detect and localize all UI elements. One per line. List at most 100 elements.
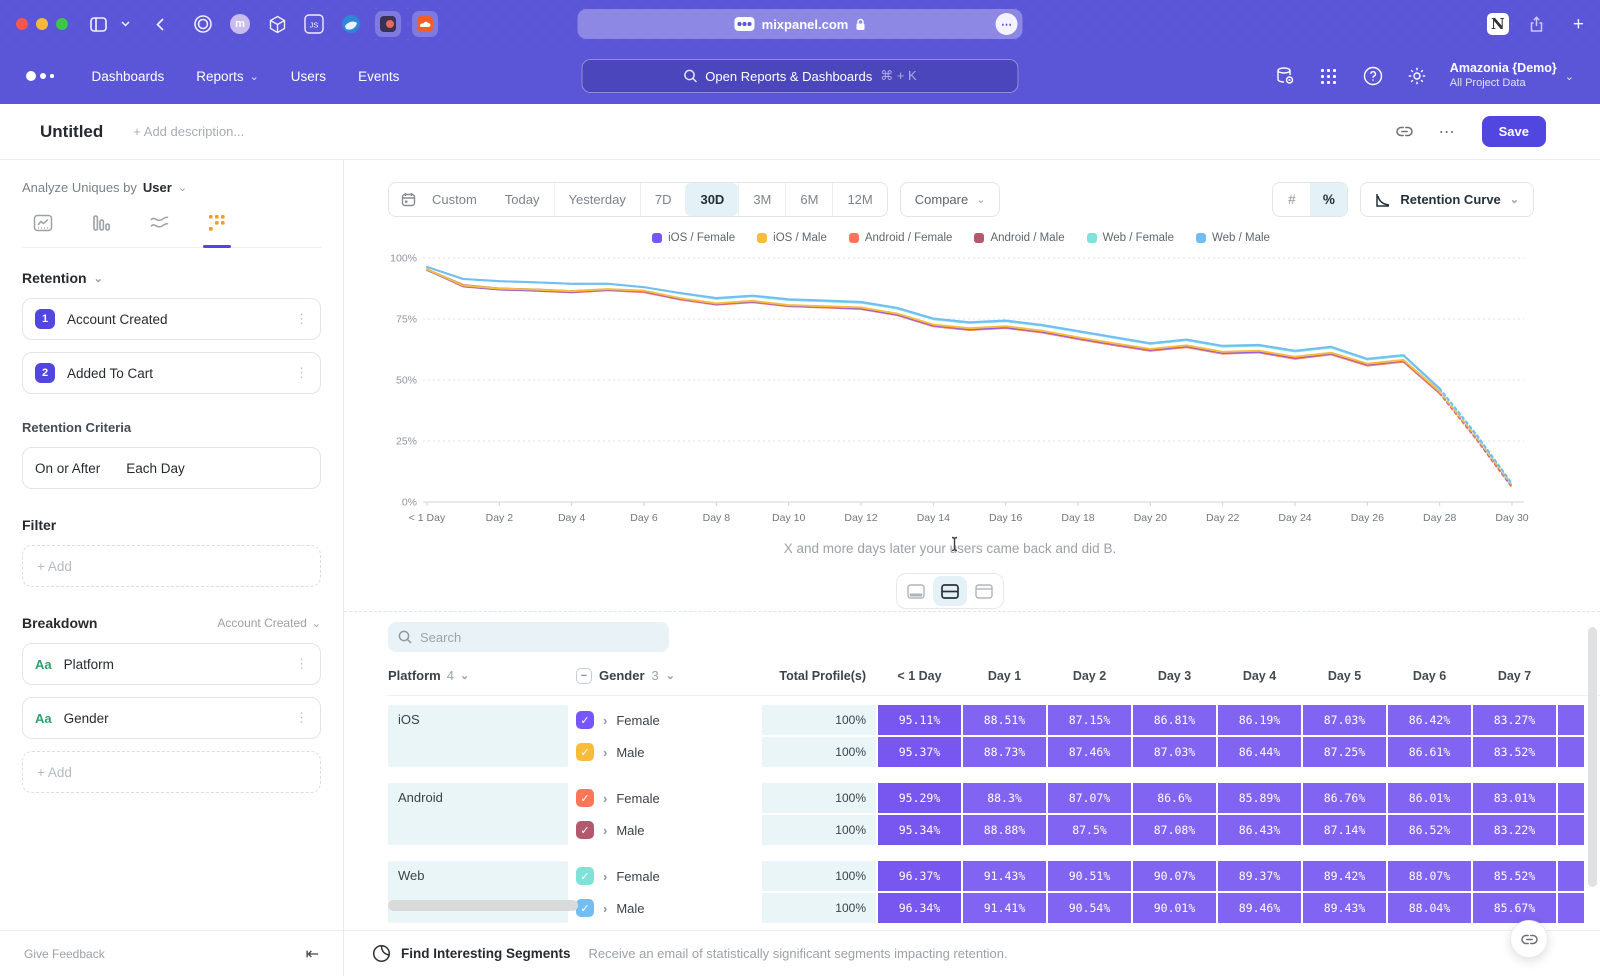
checkbox-checked-icon[interactable]: ✓	[576, 711, 594, 729]
retention-chart[interactable]: 100% 75% 50% 25% 0% < 1 Day Day 2 Day 4 Day 6 Day…	[388, 248, 1533, 530]
chevron-right-icon[interactable]: ›	[603, 900, 608, 916]
account-switcher[interactable]: Amazonia {Demo} All Project Data ⌄	[1450, 61, 1574, 90]
platform-cell[interactable]: iOS	[388, 705, 568, 767]
js-extension-icon[interactable]: JS	[301, 11, 327, 37]
kebab-menu-icon[interactable]: ⋮	[295, 656, 308, 671]
retention-cell[interactable]: 87.46%	[1048, 737, 1131, 767]
zoom-window-icon[interactable]	[56, 18, 68, 30]
apps-grid-icon[interactable]	[1318, 65, 1340, 87]
report-title[interactable]: Untitled	[40, 121, 104, 141]
add-filter-button[interactable]: + Add	[22, 545, 321, 587]
nav-item-events[interactable]: Events	[358, 69, 399, 84]
criteria-mode[interactable]: On or After	[35, 460, 101, 476]
tab-flows[interactable]	[138, 211, 180, 247]
retention-cell[interactable]: 85.89%	[1218, 783, 1301, 813]
retention-cell-partial[interactable]	[1558, 815, 1584, 845]
chevron-right-icon[interactable]: ›	[603, 790, 608, 806]
horizontal-scrollbar[interactable]	[388, 900, 578, 911]
breakdown-card[interactable]: Aa Gender ⋮	[22, 697, 321, 739]
retention-cell[interactable]: 88.3%	[963, 783, 1046, 813]
help-icon[interactable]	[1362, 65, 1384, 87]
criteria-interval[interactable]: Each Day	[126, 460, 185, 476]
retention-cell[interactable]: 87.15%	[1048, 705, 1131, 735]
kebab-menu-icon[interactable]: ⋮	[295, 365, 308, 380]
copy-link-icon[interactable]	[1395, 123, 1413, 140]
nav-item-reports[interactable]: Reports ⌄	[196, 69, 259, 84]
vertical-scrollbar[interactable]	[1588, 627, 1597, 887]
calendar-icon[interactable]	[389, 183, 418, 216]
globe-extension-icon[interactable]	[338, 11, 364, 37]
range-12m[interactable]: 12M	[832, 183, 886, 216]
range-custom[interactable]: Custom	[432, 192, 477, 207]
retention-cell[interactable]: 96.37%	[878, 861, 961, 891]
retention-cell[interactable]: 95.37%	[878, 737, 961, 767]
legend-item[interactable]: Android / Female	[848, 232, 952, 244]
chevron-down-icon[interactable]	[118, 12, 132, 36]
retention-cell[interactable]: 86.76%	[1303, 783, 1386, 813]
retention-cell[interactable]: 86.42%	[1388, 705, 1471, 735]
platform-cell[interactable]: Android	[388, 783, 568, 845]
target-extension-icon[interactable]	[190, 11, 216, 37]
global-search-bar[interactable]: Open Reports & Dashboards ⌘ + K	[581, 59, 1019, 93]
retention-cell[interactable]: 87.14%	[1303, 815, 1386, 845]
layout-split-icon[interactable]	[933, 576, 967, 606]
chevron-right-icon[interactable]: ›	[603, 744, 608, 760]
close-window-icon[interactable]	[16, 18, 28, 30]
checkbox-indeterminate-icon[interactable]: −	[576, 667, 592, 684]
retention-cell[interactable]: 83.01%	[1473, 783, 1556, 813]
cube-extension-icon[interactable]	[264, 11, 290, 37]
checkbox-checked-icon[interactable]: ✓	[576, 821, 594, 839]
range-yesterday[interactable]: Yesterday	[553, 183, 640, 216]
retention-cell[interactable]: 95.34%	[878, 815, 961, 845]
retention-cell[interactable]: 87.03%	[1133, 737, 1216, 767]
give-feedback-link[interactable]: Give Feedback	[24, 946, 105, 961]
tab-insights[interactable]	[22, 211, 64, 247]
platform-column-header[interactable]: Platform 4 ⌄	[388, 668, 568, 683]
minimize-window-icon[interactable]	[36, 18, 48, 30]
soundcloud-extension-icon[interactable]	[412, 11, 438, 37]
checkbox-checked-icon[interactable]: ✓	[576, 743, 594, 761]
gender-cell[interactable]: ✓ › Female	[576, 783, 758, 813]
step-card[interactable]: 1 Account Created ⋮	[22, 298, 321, 340]
m-extension-icon[interactable]: m	[227, 11, 253, 37]
share-icon[interactable]	[1525, 12, 1549, 36]
retention-cell-partial[interactable]	[1558, 893, 1584, 923]
segments-title[interactable]: Find Interesting Segments	[401, 946, 571, 961]
range-3m[interactable]: 3M	[738, 183, 785, 216]
range-6m[interactable]: 6M	[785, 183, 832, 216]
legend-item[interactable]: Web / Female	[1086, 232, 1174, 244]
save-button[interactable]: Save	[1481, 116, 1546, 147]
sidebar-toggle-icon[interactable]	[86, 12, 110, 36]
collapse-sidebar-icon[interactable]: ⇤	[305, 945, 319, 963]
retention-cell-partial[interactable]	[1558, 861, 1584, 891]
search-input[interactable]	[420, 629, 640, 645]
tab-funnels[interactable]	[80, 211, 122, 247]
tab-retention[interactable]	[196, 211, 238, 248]
retention-cell[interactable]: 88.07%	[1388, 861, 1471, 891]
pip-extension-icon[interactable]	[375, 11, 401, 37]
retention-cell[interactable]: 89.46%	[1218, 893, 1301, 923]
retention-cell[interactable]: 90.01%	[1133, 893, 1216, 923]
retention-section-label[interactable]: Retention	[22, 270, 87, 286]
range-7d[interactable]: 7D	[639, 183, 686, 216]
retention-cell-partial[interactable]	[1558, 705, 1584, 735]
retention-cell[interactable]: 86.19%	[1218, 705, 1301, 735]
gender-cell[interactable]: ✓ › Male	[576, 737, 758, 767]
retention-cell[interactable]: 83.52%	[1473, 737, 1556, 767]
kebab-menu-icon[interactable]: ⋮	[295, 311, 308, 326]
percent-unit-button[interactable]: %	[1310, 183, 1348, 216]
retention-cell[interactable]: 86.44%	[1218, 737, 1301, 767]
retention-cell[interactable]: 86.43%	[1218, 815, 1301, 845]
absolute-unit-button[interactable]: #	[1288, 192, 1296, 207]
more-options-icon[interactable]: ⋯	[1438, 123, 1456, 141]
retention-cell[interactable]: 91.43%	[963, 861, 1046, 891]
table-search[interactable]	[388, 622, 669, 652]
settings-gear-icon[interactable]	[1406, 65, 1428, 87]
checkbox-checked-icon[interactable]: ✓	[576, 899, 594, 917]
compare-button[interactable]: Compare ⌄	[899, 182, 1001, 217]
retention-cell[interactable]: 89.42%	[1303, 861, 1386, 891]
legend-item[interactable]: Web / Male	[1195, 232, 1270, 244]
retention-cell[interactable]: 85.67%	[1473, 893, 1556, 923]
retention-cell[interactable]: 88.73%	[963, 737, 1046, 767]
retention-cell[interactable]: 89.43%	[1303, 893, 1386, 923]
